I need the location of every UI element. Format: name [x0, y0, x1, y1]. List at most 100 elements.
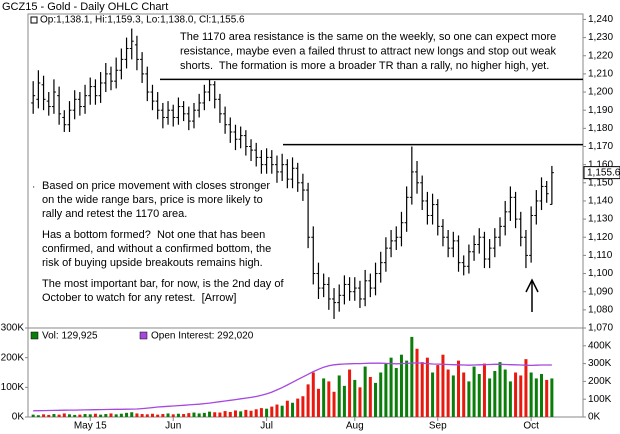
volume-bar	[259, 408, 263, 417]
volume-bar	[187, 413, 191, 417]
volume-bar	[493, 371, 497, 417]
volume-bar	[119, 413, 123, 417]
legend-swatch	[30, 331, 39, 340]
legend-swatch	[30, 16, 38, 24]
x-tick-label: Sep	[429, 421, 447, 432]
y-tick-label: 1,090	[588, 286, 613, 297]
volume-bar	[363, 366, 367, 417]
volume-bar	[322, 378, 326, 417]
volume-bar	[244, 409, 248, 417]
y-tick-label: 1,210	[588, 69, 613, 80]
y2-tick-label: 400K	[588, 340, 612, 351]
volume-bar	[192, 412, 196, 417]
volume-bar	[311, 372, 315, 417]
y-tick-label: 1,150	[588, 177, 613, 188]
open-interest-line	[33, 362, 552, 412]
volume-bar	[425, 357, 429, 417]
volume-bar	[275, 404, 279, 417]
volume-bar	[31, 414, 35, 417]
volume-bar	[508, 381, 512, 417]
volume-bar	[202, 412, 206, 417]
volume-bar	[529, 372, 533, 417]
volume-bar	[254, 409, 258, 417]
volume-bar	[451, 375, 455, 417]
volume-bar	[368, 376, 372, 417]
y-tick-label: 1,120	[588, 232, 613, 243]
volume-bar	[67, 414, 71, 417]
y-tick-label: 1,190	[588, 105, 613, 116]
y2-tick-label: 300K	[588, 358, 612, 369]
volume-bar	[99, 414, 103, 417]
y2-tick-label: 100K	[588, 394, 612, 405]
y-tick-label: 1,180	[588, 123, 613, 134]
annotation: shorts. The formation is more a broader …	[180, 60, 549, 72]
volume-bar	[358, 387, 362, 417]
x-tick-label: Jun	[165, 421, 181, 432]
volume-bar	[457, 360, 461, 417]
volume-bar	[327, 381, 331, 417]
volume-bar	[410, 336, 414, 417]
y-tick-label: 1,240	[588, 14, 613, 25]
volume-bar	[399, 354, 403, 417]
volume-bar	[306, 384, 310, 417]
annotation: confirmed, and without a confirmed botto…	[42, 243, 271, 255]
volume-bar	[36, 415, 40, 417]
volume-bar	[514, 372, 518, 417]
volume-bar	[394, 368, 398, 417]
volume-bar	[405, 360, 409, 417]
volume-bar	[228, 411, 232, 417]
volume-bar	[482, 363, 486, 417]
y-tick-label: 1,220	[588, 50, 613, 61]
volume-bar	[145, 414, 149, 417]
ohlc-legend: Op:1,138.1, Hi:1,159.3, Lo:1,138.0, Cl:1…	[40, 15, 245, 26]
volume-bar	[524, 359, 528, 417]
volume-panel	[27, 327, 584, 418]
y-tick-label: 1,070	[588, 323, 613, 334]
volume-bar	[477, 373, 481, 417]
y-tick-label: 1,100	[588, 268, 613, 279]
volume-bar	[233, 410, 237, 417]
volume-bar	[93, 413, 97, 417]
volume-bar	[150, 413, 154, 417]
volume-bar	[467, 381, 471, 417]
volume-bar	[503, 369, 507, 417]
y-tick-label: 1,230	[588, 32, 613, 43]
volume-bar	[249, 410, 253, 417]
volume-bar	[270, 406, 274, 417]
volume-bar	[88, 414, 92, 417]
volume-bar	[301, 396, 305, 417]
volume-bar	[291, 402, 295, 417]
volume-bar	[446, 369, 450, 417]
volume-bar	[223, 411, 227, 417]
y-tick-label: 0K	[12, 412, 25, 423]
volume-bar	[379, 372, 383, 417]
x-tick-label: Oct	[523, 421, 539, 432]
volume-bar	[239, 411, 243, 417]
volume-bar	[285, 400, 289, 417]
y-tick-label: 200K	[1, 352, 25, 363]
annotation: on the wide range bars, price is more li…	[42, 194, 263, 206]
volume-bar	[83, 414, 87, 417]
volume-bar	[472, 366, 476, 417]
volume-bar	[498, 362, 502, 417]
volume-bar	[176, 413, 180, 417]
x-tick-label: May 15	[74, 421, 107, 432]
legend-swatch	[139, 331, 148, 340]
y-tick-label: 1,130	[588, 214, 613, 225]
y2-tick-label: 200K	[588, 376, 612, 387]
annotation: resistance, maybe even a failed thrust t…	[180, 45, 557, 57]
volume-bar	[353, 379, 357, 417]
y-tick-label: 1,140	[588, 196, 613, 207]
volume-bar	[462, 372, 466, 417]
y-tick-label: 300K	[1, 323, 25, 334]
volume-bar	[140, 414, 144, 417]
volume-bar	[296, 398, 300, 417]
volume-bar	[389, 357, 393, 417]
volume-bar	[78, 414, 82, 417]
chart-title: GCZ15 - Gold - Daily OHLC Chart	[2, 1, 168, 13]
volume-bar	[441, 354, 445, 417]
annotation: Based on price movement with closes stro…	[42, 180, 270, 192]
volume-bar	[431, 372, 435, 417]
